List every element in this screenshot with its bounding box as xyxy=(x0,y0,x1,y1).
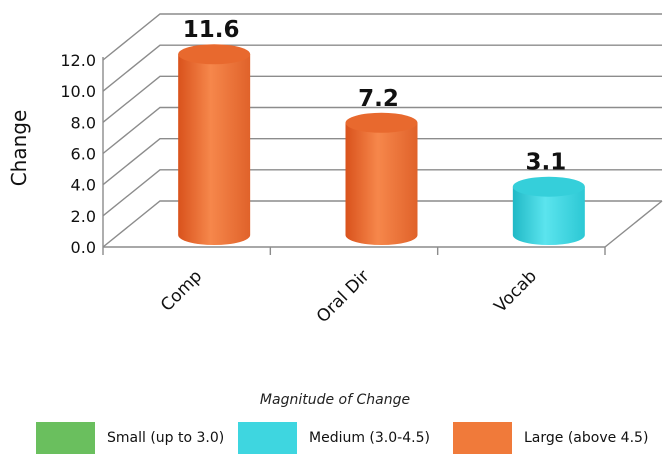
y-axis-label: Change xyxy=(7,110,31,187)
data-label: 3.1 xyxy=(525,150,566,176)
legend-item-small: Small (up to 3.0) xyxy=(36,422,224,454)
bar xyxy=(178,44,251,245)
y-tick-label: 4.0 xyxy=(71,176,96,195)
y-tick-label: 8.0 xyxy=(71,113,96,132)
bar-body xyxy=(512,186,585,245)
legend-label-small: Small (up to 3.0) xyxy=(107,430,225,446)
data-label: 11.6 xyxy=(183,17,240,43)
y-tick-label: 12.0 xyxy=(60,51,96,70)
bar-body xyxy=(178,54,251,245)
x-tick-label: Oral Dir xyxy=(313,266,374,327)
y-tick-label: 10.0 xyxy=(60,82,96,101)
gridline xyxy=(102,137,662,186)
bar-top xyxy=(178,44,251,65)
legend-label-large: Large (above 4.5) xyxy=(524,430,649,446)
x-tick-label: Comp xyxy=(157,266,206,315)
bar-body xyxy=(345,122,418,245)
gridline xyxy=(102,44,662,92)
x-tick-label: Vocab xyxy=(490,266,540,316)
bar xyxy=(345,112,418,245)
legend-swatch-small xyxy=(36,422,95,454)
y-tick-label: 0.0 xyxy=(71,238,96,257)
gridline xyxy=(102,106,662,155)
bars xyxy=(178,44,585,245)
labels: 0.0 2.0 4.0 6.0 8.0 10.0 12.0 Change 11.6 Comp 7.2… xyxy=(7,17,566,327)
y-tick-label: 2.0 xyxy=(71,207,96,226)
gridlines xyxy=(102,13,662,248)
legend: Small (up to 3.0) Medium (3.0-4.5) Large… xyxy=(0,422,670,454)
bar-top xyxy=(345,112,418,133)
axes xyxy=(102,57,663,255)
legend-swatch-large xyxy=(453,422,512,454)
gridline xyxy=(102,200,662,248)
bar xyxy=(512,176,585,245)
y-tick-label: 6.0 xyxy=(71,145,96,164)
legend-item-large: Large (above 4.5) xyxy=(453,422,648,454)
floor-edge xyxy=(604,200,663,248)
gridline xyxy=(102,13,662,61)
bar-chart: 0.0 2.0 4.0 6.0 8.0 10.0 12.0 Change 11.6 Comp 7.2… xyxy=(7,13,663,327)
gridline xyxy=(102,75,662,123)
data-label: 7.2 xyxy=(358,86,399,112)
legend-title: Magnitude of Change xyxy=(259,392,411,408)
legend-label-medium: Medium (3.0-4.5) xyxy=(309,430,430,446)
bar-top xyxy=(512,176,585,197)
legend-swatch-medium xyxy=(238,422,297,454)
gridline xyxy=(102,169,662,217)
legend-item-medium: Medium (3.0-4.5) xyxy=(238,422,430,454)
